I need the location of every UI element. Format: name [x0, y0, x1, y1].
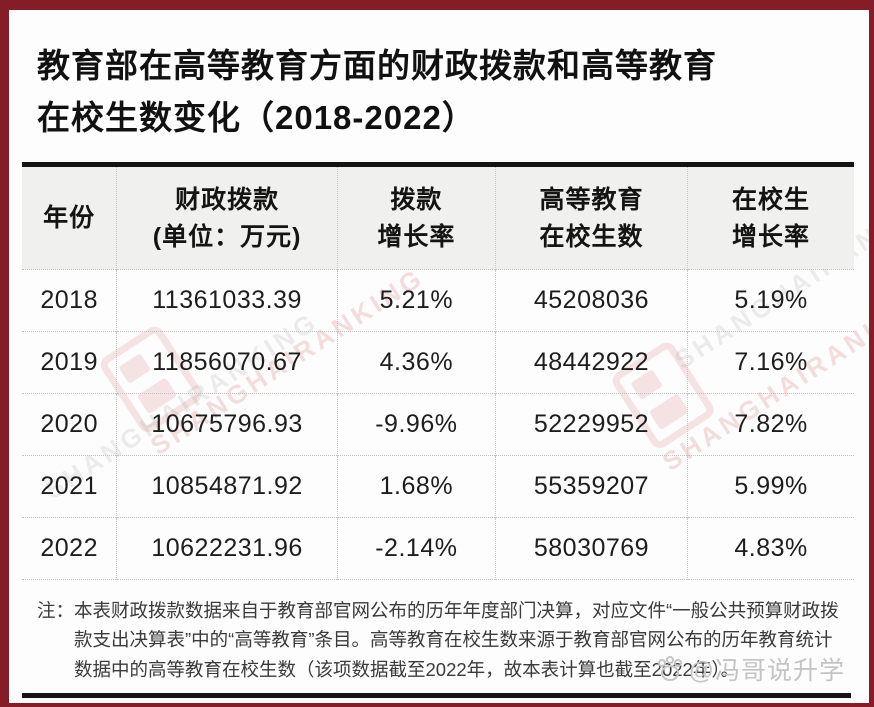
table-row: 2019 11856070.67 4.36% 48442922 7.16% [22, 331, 854, 394]
title-line-1: 教育部在高等教育方面的财政拨款和高等教育 [37, 47, 717, 84]
page-title: 教育部在高等教育方面的财政拨款和高等教育 在校生数变化（2018-2022） [9, 10, 869, 160]
title-line-2: 在校生数变化（2018-2022） [37, 99, 476, 137]
alloc-growth-cell: -9.96% [337, 393, 496, 456]
footnote-text: 本表财政拨款数据来自于教育部官网公布的历年年度部门决算，对应文件“一般公共预算财… [74, 599, 839, 680]
students-cell: 55359207 [495, 455, 689, 518]
students-cell: 48442922 [495, 331, 689, 394]
allocation-cell: 11361033.39 [116, 269, 338, 332]
author-handle: @冯哥说升学 [655, 651, 845, 687]
student-growth-cell: 7.82% [734, 409, 808, 438]
footnote: 注： 本表财政拨款数据来自于教育部官网公布的历年年度部门决算，对应文件“一般公共… [37, 596, 847, 685]
author-handle-text: @冯哥说升学 [688, 657, 845, 685]
student-growth-cell: 4.83% [734, 533, 808, 562]
student-growth-cell: 5.99% [734, 471, 808, 500]
footnote-label: 注： [37, 599, 75, 621]
students-cell: 52229952 [495, 393, 689, 456]
students-cell: 58030769 [495, 517, 689, 580]
alloc-growth-cell: 1.68% [337, 455, 496, 518]
student-growth-cell: 5.19% [734, 285, 808, 314]
allocation-cell: 11856070.67 [116, 331, 338, 394]
year-cell: 2022 [22, 517, 118, 580]
year-cell: 2020 [22, 393, 118, 456]
year-cell: 2019 [22, 331, 118, 394]
table-row: 2020 10675796.93 -9.96% 52229952 7.82% [22, 393, 854, 456]
col-header-year: 年份 [22, 164, 118, 270]
col-header-alloc-growth: 拨款 增长率 [337, 164, 496, 270]
header-row: 年份 财政拨款 (单位：万元) 拨款 增长率 高等教育 在校生数 在校生 增长率 [22, 164, 854, 270]
year-cell: 2021 [22, 455, 118, 518]
table-row: 2021 10854871.92 1.68% 55359207 5.99% [22, 455, 854, 518]
alloc-growth-cell: 4.36% [337, 331, 496, 394]
allocation-cell: 10622231.96 [116, 517, 338, 580]
paw-icon [657, 656, 682, 681]
allocation-cell: 10675796.93 [116, 393, 338, 456]
funding-table: 年份 财政拨款 (单位：万元) 拨款 增长率 高等教育 在校生数 在校生 增长率… [22, 162, 854, 580]
students-cell: 45208036 [495, 269, 689, 332]
col-header-students: 高等教育 在校生数 [495, 164, 689, 270]
table-row: 2022 10622231.96 -2.14% 58030769 4.83% [22, 517, 854, 580]
alloc-growth-cell: -2.14% [337, 517, 496, 580]
alloc-growth-cell: 5.21% [337, 269, 496, 332]
allocation-cell: 10854871.92 [116, 455, 338, 518]
table-row: 2018 11361033.39 5.21% 45208036 5.19% [22, 269, 854, 332]
year-cell: 2018 [22, 269, 118, 332]
bottom-divider [22, 693, 851, 698]
student-growth-cell: 7.16% [734, 347, 808, 376]
col-header-student-growth: 在校生 增长率 [732, 186, 811, 251]
col-header-allocation: 财政拨款 (单位：万元) [116, 164, 338, 270]
